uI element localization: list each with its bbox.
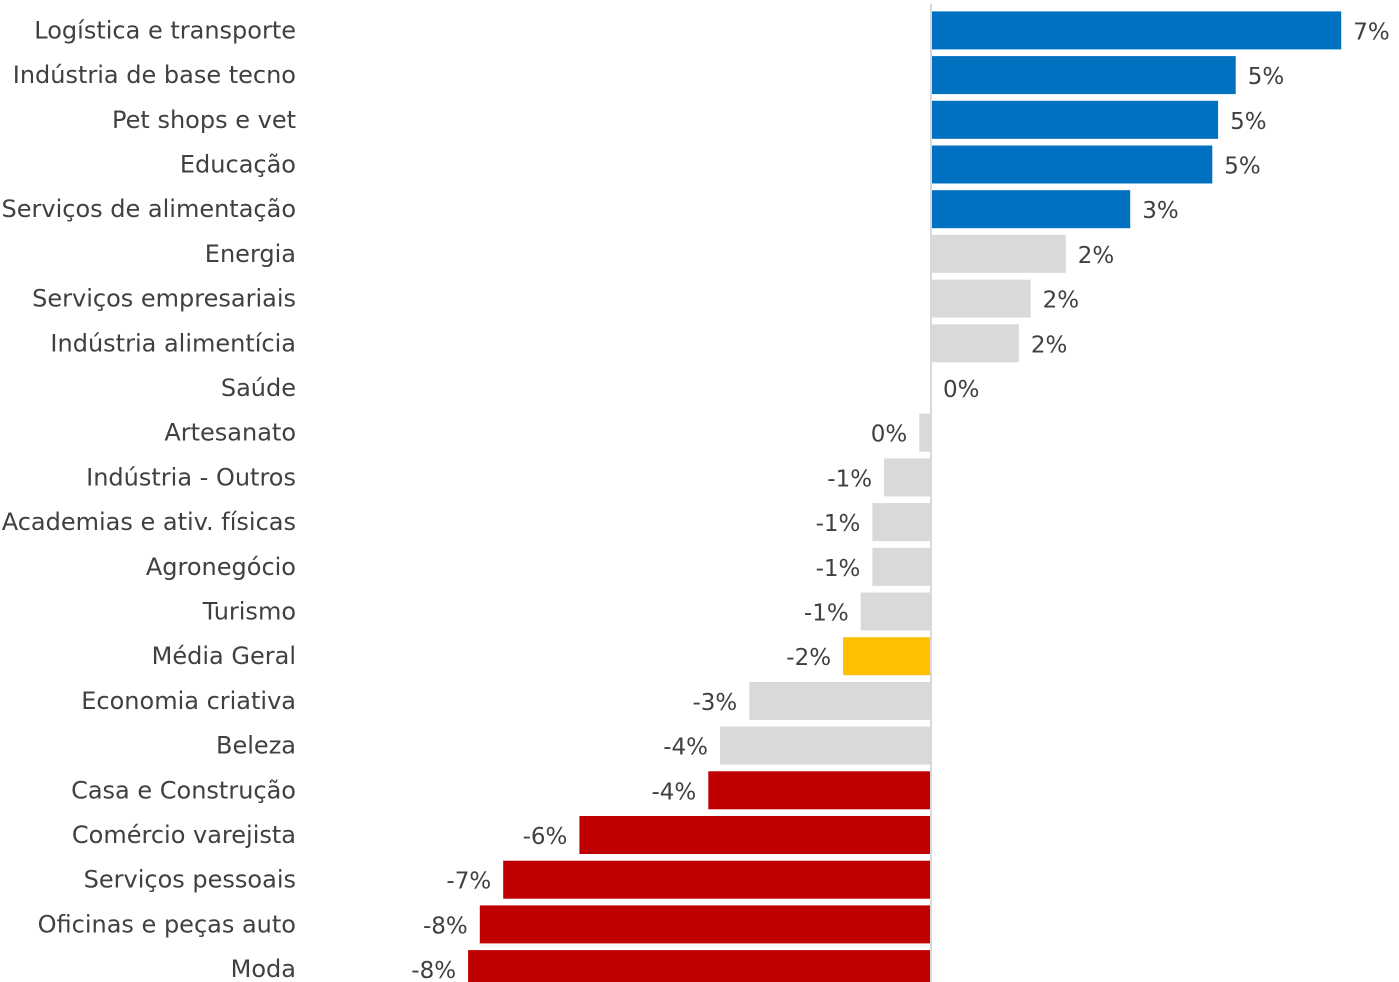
value-label: -1% [827,466,872,492]
category-label: Turismo [202,597,296,625]
value-label: -8% [411,958,456,982]
bar-16 [720,726,931,765]
category-label: Indústria alimentícia [50,329,296,357]
value-label: 3% [1142,198,1179,224]
bar-18 [579,816,931,854]
bar-1 [931,56,1236,95]
bar-19 [503,860,931,899]
value-label: -8% [423,913,468,939]
category-label: Comércio varejista [72,821,296,849]
bar-15 [749,681,931,720]
bar-17 [708,771,931,810]
value-label: -7% [446,869,491,895]
bar-7 [931,324,1019,363]
category-label: Beleza [216,732,296,760]
bar-4 [931,190,1131,229]
value-label: 7% [1353,19,1390,45]
value-label: -1% [804,600,849,626]
value-label: -2% [786,645,831,671]
value-label: 5% [1224,153,1261,179]
bar-3 [931,145,1213,184]
category-label: Indústria - Outros [86,463,296,491]
bar-6 [931,279,1031,318]
bar-0 [931,11,1342,50]
category-label: Casa e Construção [71,776,296,804]
bar-5 [931,234,1066,273]
value-label: -1% [816,556,861,582]
category-label: Média Geral [152,642,296,670]
value-label: -3% [693,690,738,716]
value-label: -6% [523,824,568,850]
value-labels: 7% 5% 5% 5% 3% 2% 2% 2% 0% 0% -1% -1% -1% -1% -2% -3% -4… [411,19,1389,982]
bar-14 [843,637,931,676]
bar-10 [884,458,931,497]
category-label: Serviços empresariais [32,285,296,313]
category-label: Indústria de base tecno [13,61,296,89]
bar-11 [872,503,931,542]
category-label: Logística e transporte [34,16,296,44]
value-label: 0% [871,422,908,448]
category-label: Pet shops e vet [112,106,296,134]
category-label: Serviços de alimentação [2,195,296,223]
category-label: Oficinas e peças auto [38,910,296,938]
bar-2 [931,100,1219,139]
value-label: 2% [1043,288,1080,314]
category-label: Artesanato [164,419,296,447]
category-label: Energia [205,240,296,268]
value-label: -1% [816,511,861,537]
category-label: Saúde [221,374,296,402]
bar-9 [919,413,931,452]
value-label: 0% [943,377,980,403]
category-labels: Logística e transporte Indústria de base … [2,16,296,982]
value-label: -4% [652,779,697,805]
category-label: Agronegócio [146,553,296,581]
category-label: Academias e ativ. físicas [2,508,296,536]
value-label: 5% [1248,64,1285,90]
category-label: Serviços pessoais [84,866,296,894]
category-label: Moda [231,955,296,982]
bar-12 [872,547,931,586]
value-label: -4% [663,735,708,761]
value-label: 2% [1031,332,1068,358]
value-label: 2% [1078,243,1115,269]
category-label: Educação [180,150,296,178]
bars-group [468,11,1342,982]
bar-20 [479,905,931,944]
bar-13 [860,592,931,631]
bar-21 [468,950,931,982]
value-label: 5% [1230,109,1267,135]
category-label: Economia criativa [81,687,296,715]
